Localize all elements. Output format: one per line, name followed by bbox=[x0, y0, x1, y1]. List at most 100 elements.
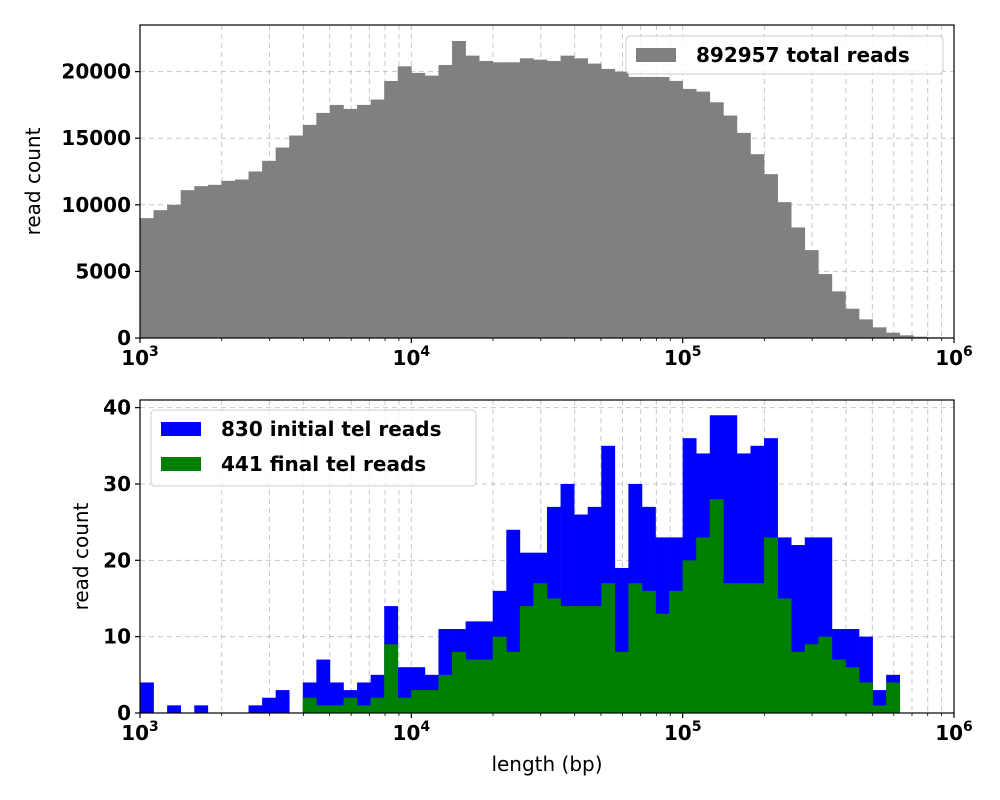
histogram-bar bbox=[804, 644, 819, 713]
histogram-bar bbox=[140, 682, 154, 713]
x-tick-label: 105 bbox=[664, 719, 702, 745]
histogram-bar bbox=[669, 80, 683, 338]
histogram-bar bbox=[831, 291, 846, 338]
histogram-bar bbox=[262, 160, 276, 338]
y-tick-label: 40 bbox=[103, 396, 131, 420]
histogram-bar bbox=[669, 590, 683, 713]
histogram-bar bbox=[316, 705, 331, 713]
histogram-bar bbox=[547, 598, 561, 713]
histogram-bar bbox=[194, 186, 209, 338]
legend-label: 441 final tel reads bbox=[221, 452, 426, 476]
bottom-x-axis-label: length (bp) bbox=[491, 752, 602, 776]
histogram-bar bbox=[791, 227, 806, 338]
histogram-bar bbox=[682, 560, 697, 713]
histogram-bar bbox=[370, 697, 385, 713]
histogram-bar bbox=[506, 651, 521, 713]
y-tick-label: 10 bbox=[103, 625, 131, 649]
histogram-bar bbox=[343, 108, 358, 338]
histogram-bar bbox=[587, 606, 602, 713]
histogram-bar bbox=[167, 705, 181, 713]
histogram-bar bbox=[302, 124, 317, 338]
histogram-bar bbox=[886, 682, 901, 713]
histogram-bar bbox=[452, 651, 466, 713]
histogram-bar bbox=[465, 55, 480, 339]
histogram-bar bbox=[682, 88, 697, 338]
histogram-bar bbox=[845, 308, 860, 338]
top-x-ticks: 103 104 105 106 bbox=[121, 338, 973, 370]
histogram-bar bbox=[845, 667, 860, 713]
legend-swatch bbox=[161, 457, 201, 471]
series-0-bars bbox=[140, 40, 955, 339]
histogram-bar bbox=[194, 705, 209, 713]
x-tick-label: 103 bbox=[121, 719, 159, 745]
histogram-bar bbox=[587, 63, 602, 339]
histogram-bar bbox=[736, 132, 751, 338]
x-tick-label: 106 bbox=[935, 719, 973, 745]
histogram-bar bbox=[357, 705, 371, 713]
histogram-bar bbox=[438, 64, 453, 338]
histogram-bar bbox=[791, 651, 806, 713]
histogram-bar bbox=[357, 104, 371, 339]
histogram-bar bbox=[465, 659, 480, 713]
histogram-bar bbox=[614, 651, 629, 713]
histogram-bar bbox=[207, 184, 222, 338]
histogram-bar bbox=[560, 606, 575, 713]
histogram-bar bbox=[384, 644, 399, 713]
histogram-bar bbox=[275, 147, 290, 338]
legend-swatch bbox=[161, 422, 201, 436]
histogram-bar bbox=[859, 682, 873, 713]
histogram-bar bbox=[723, 583, 738, 713]
histogram-bar bbox=[316, 659, 331, 713]
histogram-bar bbox=[641, 590, 656, 713]
bottom-x-ticks: 103 104 105 106 bbox=[121, 713, 973, 745]
histogram-bar bbox=[709, 499, 724, 713]
histogram-bar bbox=[234, 179, 249, 338]
histogram-bar bbox=[479, 60, 494, 338]
histogram-bar bbox=[397, 697, 412, 713]
y-tick-label: 10000 bbox=[61, 193, 131, 217]
histogram-bar bbox=[316, 112, 331, 339]
histogram-bar bbox=[275, 690, 290, 713]
histogram-bar bbox=[628, 76, 643, 339]
histogram-bar bbox=[872, 327, 887, 338]
histogram-bar bbox=[696, 537, 711, 713]
histogram-bar bbox=[533, 59, 548, 338]
top-bars bbox=[140, 40, 955, 339]
histogram-bar bbox=[180, 190, 195, 338]
series-1-bars bbox=[302, 499, 901, 713]
histogram-bar bbox=[289, 135, 304, 338]
histogram-bar bbox=[384, 80, 399, 338]
y-tick-label: 30 bbox=[103, 472, 131, 496]
histogram-bar bbox=[655, 76, 670, 339]
histogram-bar bbox=[777, 202, 792, 338]
histogram-bar bbox=[899, 335, 914, 338]
histogram-bar bbox=[424, 75, 439, 338]
histogram-bar bbox=[913, 336, 928, 338]
y-tick-label: 0 bbox=[117, 326, 131, 350]
histogram-bar bbox=[804, 250, 819, 338]
histogram-bar bbox=[574, 58, 588, 338]
histogram-bar bbox=[329, 104, 344, 339]
histogram-bar bbox=[492, 62, 507, 339]
y-tick-label: 20000 bbox=[61, 60, 131, 84]
histogram-bar bbox=[886, 332, 901, 338]
histogram-bar bbox=[641, 76, 656, 339]
bottom-histogram-panel: 0 10 20 30 40 103 104 105 106 read count length… bbox=[69, 396, 973, 776]
y-tick-label: 15000 bbox=[61, 126, 131, 150]
histogram-bar bbox=[411, 72, 426, 338]
legend-label: 892957 total reads bbox=[696, 43, 910, 67]
histogram-bar bbox=[723, 115, 738, 338]
histogram-bar bbox=[167, 204, 181, 338]
legend-label: 830 initial tel reads bbox=[221, 417, 441, 441]
histogram-bar bbox=[343, 697, 358, 713]
top-legend: 892957 total reads bbox=[625, 35, 944, 75]
histogram-bar bbox=[248, 171, 263, 338]
x-tick-label: 105 bbox=[664, 344, 702, 370]
histogram-bar bbox=[750, 154, 765, 338]
histogram-bar bbox=[397, 66, 412, 338]
histogram-bar bbox=[818, 636, 833, 713]
histogram-bar bbox=[547, 60, 561, 338]
legend-box bbox=[150, 409, 477, 487]
top-y-axis-label: read count bbox=[21, 127, 45, 235]
histogram-bar bbox=[424, 690, 439, 713]
